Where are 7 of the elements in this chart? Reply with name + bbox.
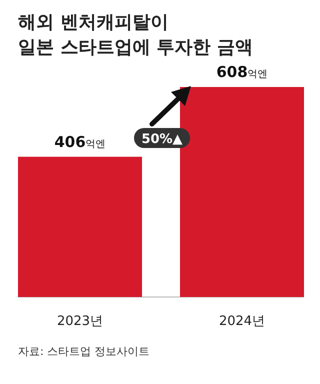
category: 2024년 [218,314,266,329]
annotation: 자료: 스타트업 정보사이트 [18,345,150,358]
title: 해외 벤처캐피탈이 일본 스타트업에 투자한 금액 [18,12,253,58]
data-label: 608억엔 [216,63,268,81]
data-label: 406억엔 [54,132,106,151]
category: 2023년 [56,314,104,329]
annotation: 50%▲ [141,132,183,147]
